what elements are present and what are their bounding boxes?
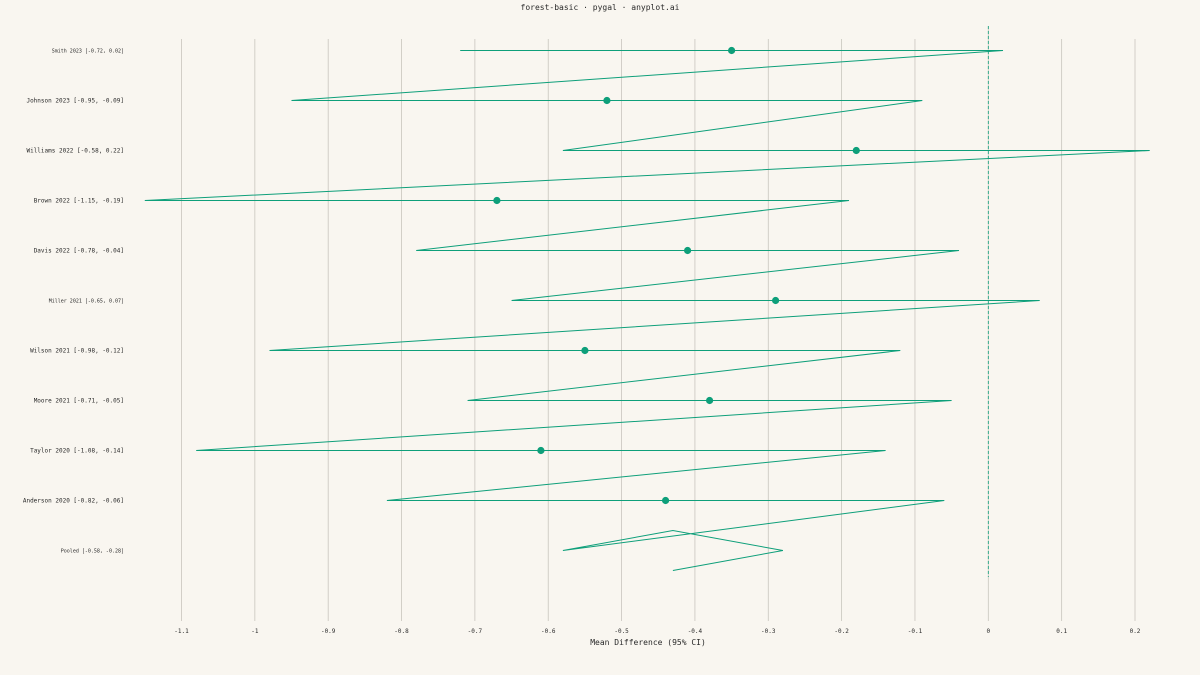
study-label: Pooled [-0.58, -0.28] — [61, 549, 124, 555]
study-estimate-point — [772, 296, 780, 305]
x-tick-label: -0.9 — [321, 628, 336, 635]
x-tick-label: -0.5 — [614, 628, 629, 635]
x-tick-label: -0.1 — [908, 628, 923, 635]
chart-title: forest-basic · pygal · anyplot.ai — [521, 3, 680, 12]
study-estimate-point — [581, 346, 589, 355]
study-label: Brown 2022 [-1.15, -0.19] — [34, 198, 124, 205]
study-label: Davis 2022 [-0.78, -0.04] — [34, 248, 124, 255]
x-tick-label: -0.6 — [541, 628, 556, 635]
study-label: Smith 2023 [-0.72, 0.02] — [52, 49, 124, 55]
study-labels: Smith 2023 [-0.72, 0.02] Johnson 2023 [-0… — [23, 49, 124, 555]
study-label: Williams 2022 [-0.58, 0.22] — [26, 148, 124, 155]
x-tick-label: -0.2 — [834, 628, 849, 635]
study-label: Wilson 2021 [-0.98, -0.12] — [30, 348, 124, 355]
x-tick-label: -0.8 — [394, 628, 409, 635]
x-tick-label: 0.2 — [1130, 628, 1141, 635]
study-estimate-point — [603, 96, 611, 105]
x-tick-label: -0.7 — [468, 628, 483, 635]
study-estimate-point — [727, 46, 736, 55]
study-estimate-point — [852, 146, 860, 155]
study-label: Moore 2021 [-0.71, -0.05] — [34, 398, 124, 405]
study-label: Johnson 2023 [-0.95, -0.09] — [26, 98, 124, 105]
study-estimate-point — [537, 446, 545, 455]
x-tick-label: 0 — [986, 628, 990, 635]
study-estimate-point — [661, 496, 670, 505]
x-tick-label: -1 — [251, 628, 259, 635]
grid-lines — [181, 39, 1136, 621]
x-tick-label: -1.1 — [174, 628, 189, 635]
study-label: Miller 2021 [-0.65, 0.07] — [49, 299, 124, 305]
x-tick-label: -0.4 — [688, 628, 703, 635]
x-axis-ticks: -1.1 -1 -0.9 -0.8 -0.7 -0.6 -0.5 -0.4 -0.3 -0.2 -0… — [174, 628, 1141, 635]
series-path-group — [144, 50, 1150, 571]
x-axis-label: Mean Difference (95% CI) — [590, 638, 706, 647]
study-label: Anderson 2020 [-0.82, -0.06] — [23, 498, 124, 505]
study-estimate-point — [705, 396, 714, 405]
x-tick-label: 0.1 — [1056, 628, 1067, 635]
x-tick-label: -0.3 — [761, 628, 776, 635]
estimate-points — [493, 46, 860, 505]
study-estimate-point — [683, 246, 692, 255]
study-estimate-point — [493, 196, 501, 205]
ci-series-line — [144, 50, 1150, 571]
study-label: Taylor 2020 [-1.08, -0.14] — [30, 448, 124, 455]
